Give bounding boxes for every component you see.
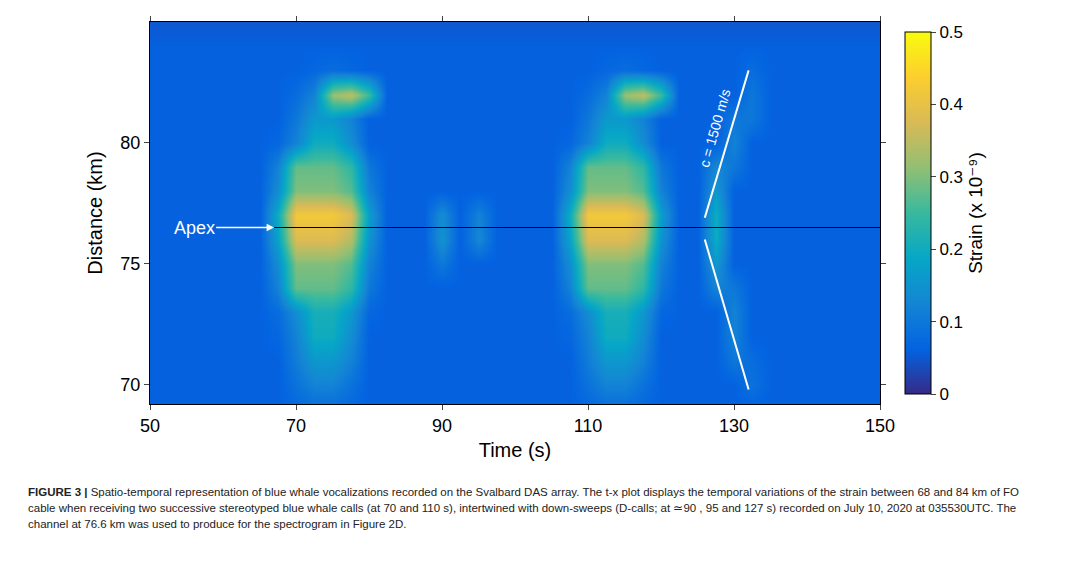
svg-text:0.3: 0.3 <box>939 168 963 187</box>
svg-text:0: 0 <box>939 385 948 404</box>
html-text:FIGURE 3 | Spatio-temporal rep: FIGURE 3 | Spatio-temporal representatio… <box>28 486 1019 530</box>
svg-text:90: 90 <box>432 416 452 436</box>
svg-text:Apex: Apex <box>174 218 215 238</box>
svg-text:0.4: 0.4 <box>939 95 963 114</box>
svg-text:Time (s): Time (s) <box>479 439 552 461</box>
svg-text:50: 50 <box>140 416 160 436</box>
svg-text:80: 80 <box>120 133 140 153</box>
svg-text:c = 1500 m/s: c = 1500 m/s <box>696 87 734 169</box>
svg-text:150: 150 <box>865 416 895 436</box>
svg-text:0.2: 0.2 <box>939 240 963 259</box>
svg-text:0.1: 0.1 <box>939 313 963 332</box>
svg-text:0.5: 0.5 <box>939 23 963 42</box>
svg-text:110: 110 <box>574 416 603 436</box>
svg-text:130: 130 <box>719 416 749 436</box>
svg-text:70: 70 <box>286 416 306 436</box>
svg-text:Distance (km): Distance (km) <box>84 151 106 274</box>
svg-text:75: 75 <box>120 254 140 274</box>
svg-text:70: 70 <box>120 375 140 395</box>
svg-text:Strain (x 10⁻⁹): Strain (x 10⁻⁹) <box>965 152 986 274</box>
